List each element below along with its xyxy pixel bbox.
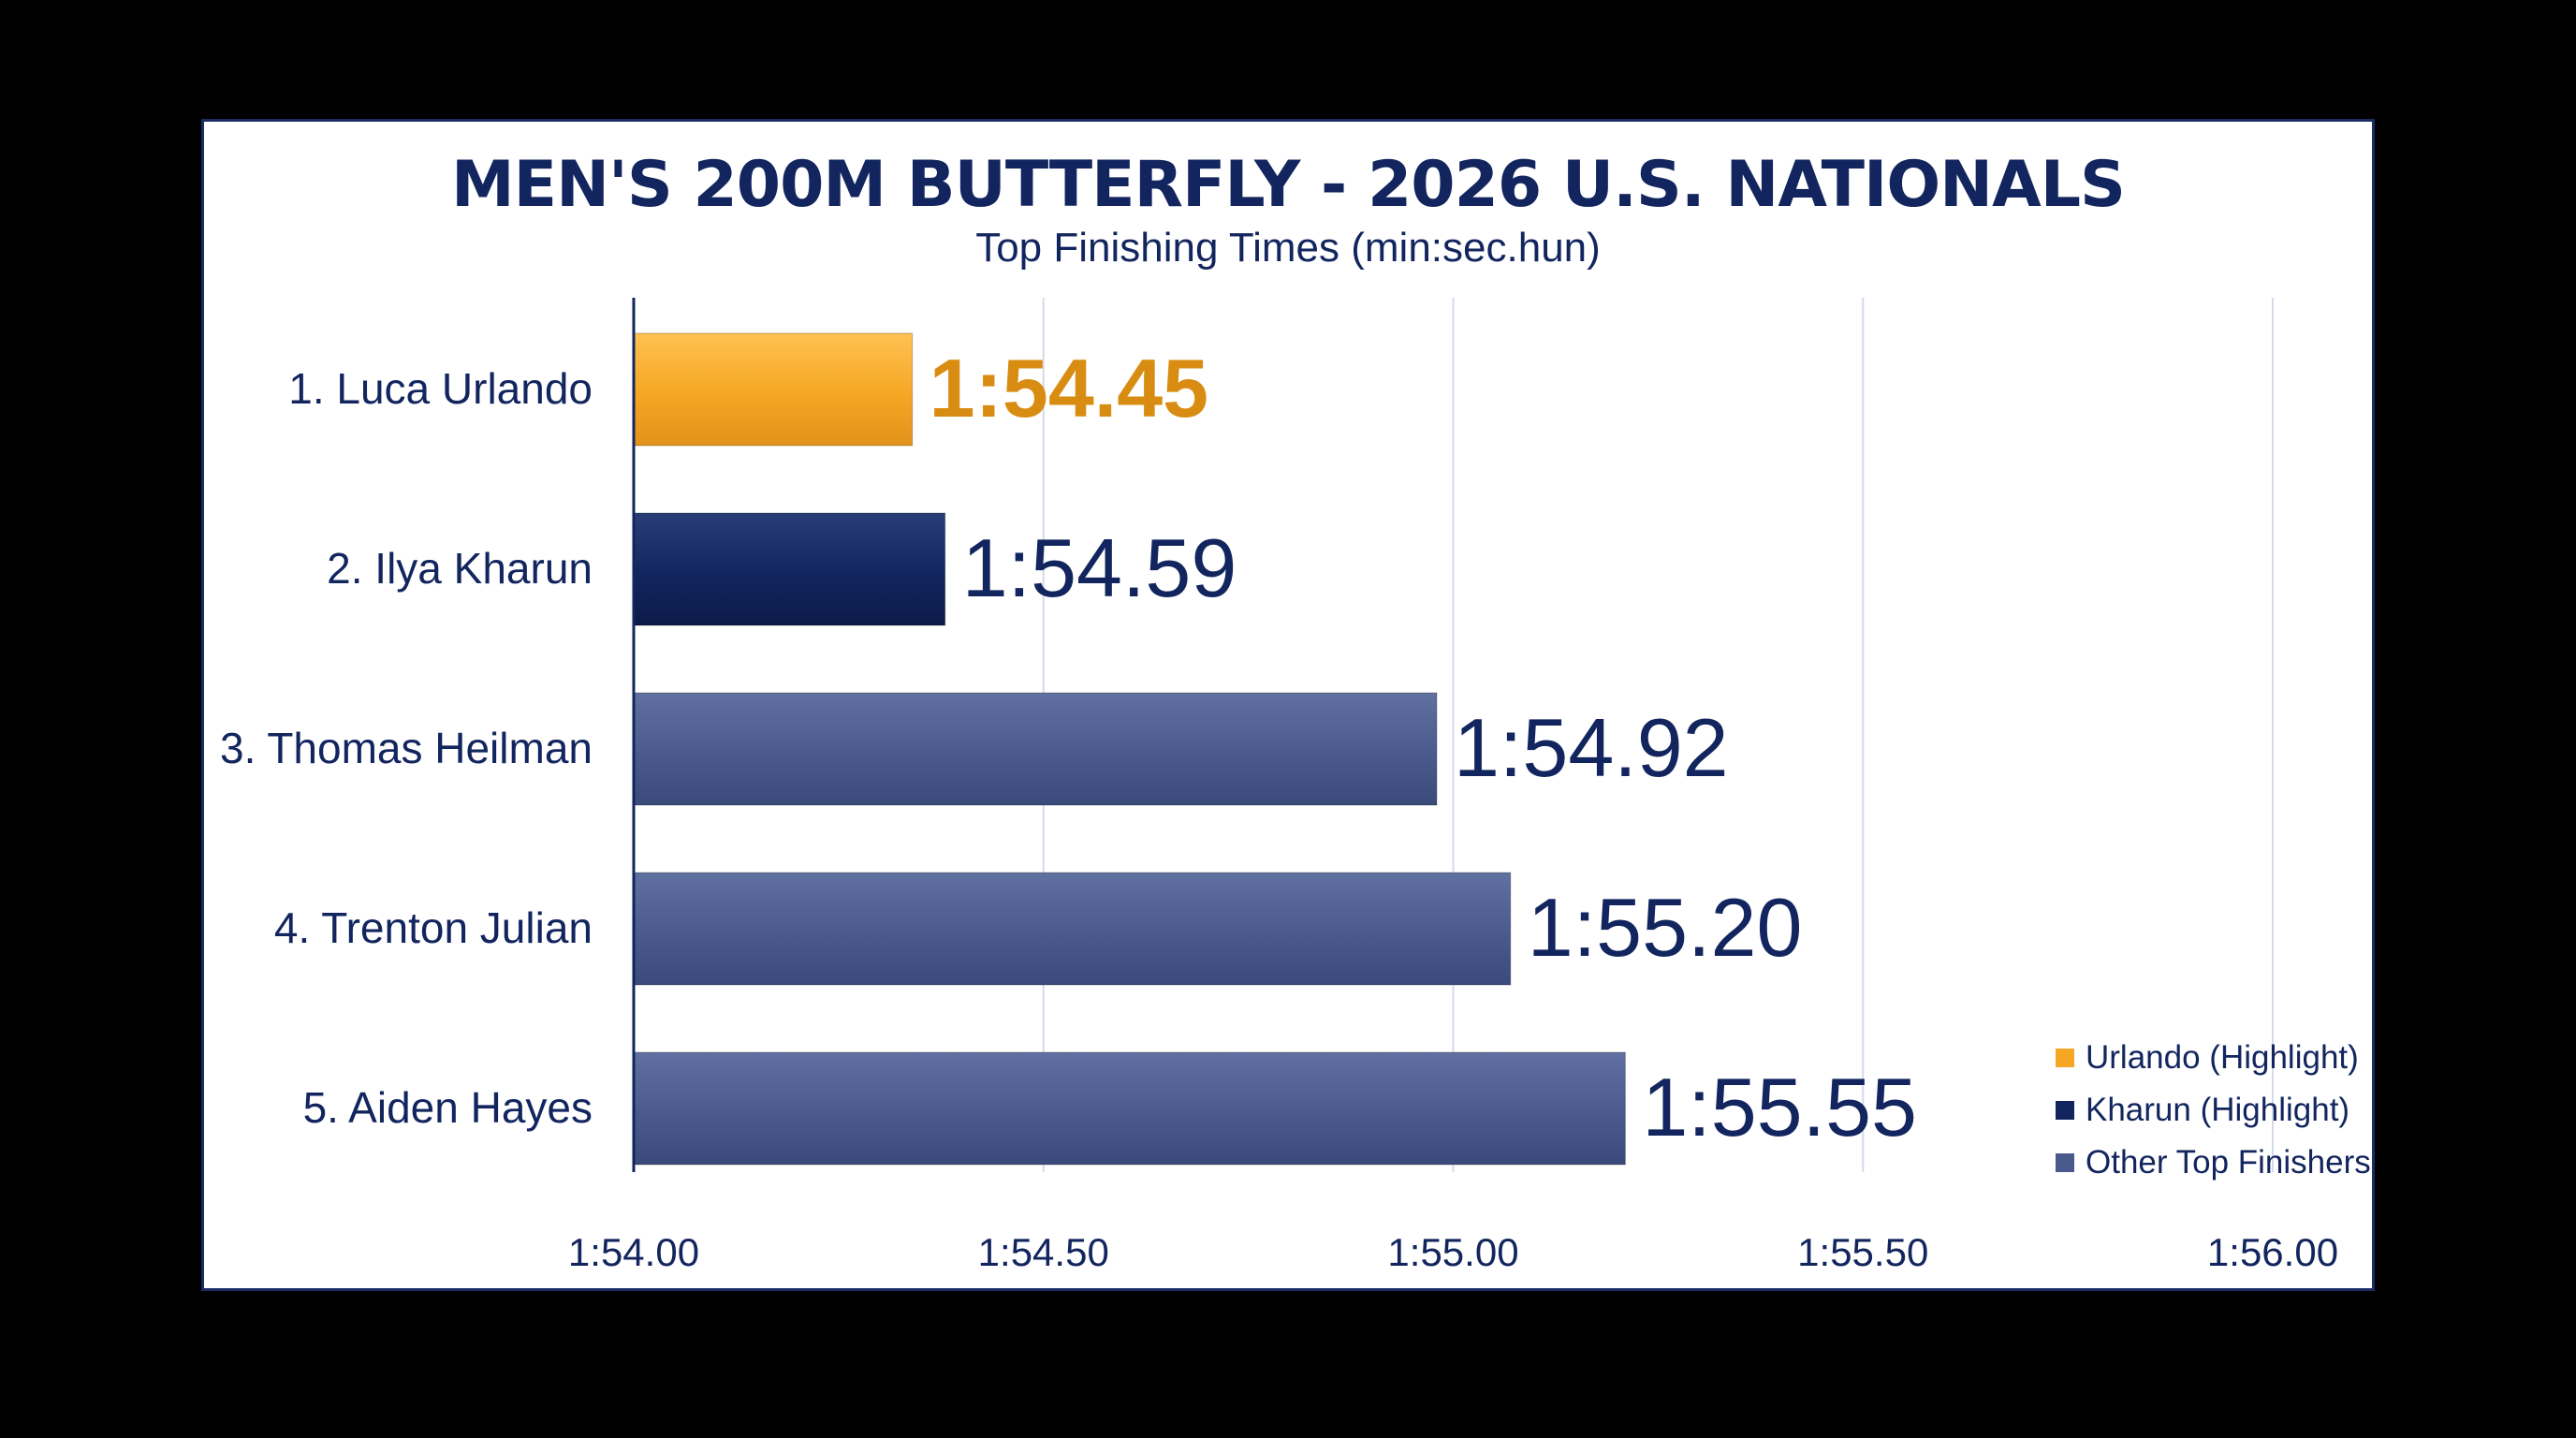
- category-label: 3. Thomas Heilman: [220, 724, 593, 772]
- legend-swatch-kharun: [2056, 1101, 2074, 1120]
- legend-item-kharun: Kharun (Highlight): [2056, 1084, 2371, 1137]
- legend-label-urlando: Urlando (Highlight): [2086, 1039, 2359, 1076]
- legend-item-other: Other Top Finishers: [2056, 1137, 2371, 1189]
- x-tick-label: 1:55.50: [1797, 1230, 1928, 1274]
- legend-swatch-other: [2056, 1153, 2074, 1172]
- bar: [634, 1051, 1626, 1166]
- chart-title: MEN'S 200M BUTTERFLY - 2026 U.S. NATIONA…: [450, 148, 2126, 222]
- x-tick-label: 1:54.00: [568, 1230, 699, 1274]
- bar: [634, 692, 1438, 806]
- category-label: 5. Aiden Hayes: [303, 1083, 593, 1132]
- data-label: 1:55.20: [1528, 881, 1803, 974]
- bar: [634, 332, 914, 447]
- x-tick-label: 1:56.00: [2207, 1230, 2338, 1274]
- category-label: 4. Trenton Julian: [274, 903, 593, 952]
- bar: [634, 872, 1512, 986]
- legend-item-urlando: Urlando (Highlight): [2056, 1032, 2371, 1084]
- data-label: 1:54.45: [929, 342, 1208, 434]
- data-label: 1:55.55: [1642, 1061, 1917, 1153]
- legend: Urlando (Highlight) Kharun (Highlight) O…: [2056, 1032, 2371, 1189]
- bar: [634, 512, 946, 626]
- labels: 1. Luca Urlando 1:54.45 2. Ilya Kharun 1:54…: [220, 342, 1917, 1153]
- legend-label-kharun: Kharun (Highlight): [2086, 1092, 2350, 1128]
- grid-lines: [1042, 298, 2274, 1172]
- legend-label-other: Other Top Finishers: [2086, 1144, 2371, 1181]
- x-tick-label: 1:54.50: [978, 1230, 1109, 1274]
- data-label: 1:54.92: [1454, 701, 1729, 794]
- chart-subtitle: Top Finishing Times (min:sec.hun): [975, 225, 1601, 271]
- legend-swatch-urlando: [2056, 1049, 2074, 1067]
- x-tick-label: 1:55.00: [1387, 1230, 1518, 1274]
- category-label: 2. Ilya Kharun: [327, 544, 593, 593]
- category-label: 1. Luca Urlando: [288, 364, 593, 413]
- axes: 1:54.00 1:54.50 1:55.00 1:55.50 1:56.00: [568, 298, 2338, 1274]
- bars: [634, 332, 1626, 1166]
- data-label: 1:54.59: [962, 521, 1237, 614]
